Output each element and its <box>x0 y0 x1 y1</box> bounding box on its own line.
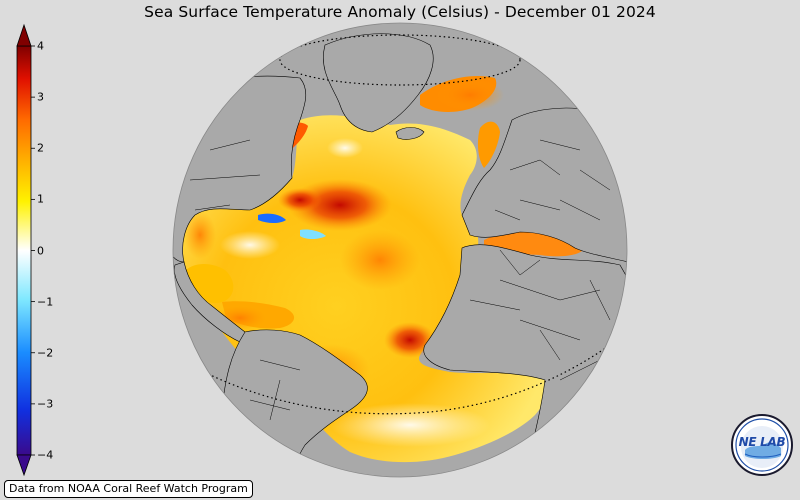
warm-anomaly-barents <box>436 79 504 111</box>
graticule-arctic-circle <box>279 34 521 86</box>
cold-anomaly-offshore <box>300 229 326 239</box>
colorbar-tick-label: −2 <box>37 346 54 360</box>
cool-anomaly-south-atlantic <box>330 403 490 447</box>
country-borders-north-america <box>189 139 261 211</box>
europe-land <box>461 107 627 266</box>
logo-wordmark: NE LAB <box>738 435 786 449</box>
country-borders-africa <box>469 249 611 381</box>
colorbar-tick-label: 0 <box>37 244 44 257</box>
warm-anomaly-mid-atlantic <box>340 230 420 290</box>
warm-anomaly-pacific-coast <box>184 211 216 259</box>
country-borders-south-america <box>239 359 301 451</box>
colorbar-tick-label: −4 <box>37 448 54 462</box>
hot-anomaly-gulf-of-guinea <box>384 322 436 358</box>
cold-anomaly-gulf-stream <box>258 213 286 223</box>
nealab-logo: NE LAB <box>731 414 793 476</box>
colorbar-body <box>16 45 32 456</box>
data-credit-box: Data from NOAA Coral Reef Watch Program <box>4 480 253 498</box>
cool-anomaly-labrador <box>327 138 363 158</box>
greenland-land <box>323 33 434 133</box>
country-borders-europe <box>494 139 611 221</box>
graticule-tropic-line <box>199 344 611 415</box>
colorbar-extend-min <box>16 454 32 477</box>
colorbar-ticks <box>31 45 35 456</box>
logo-emblem <box>731 414 793 476</box>
figure-title: Sea Surface Temperature Anomaly (Celsius… <box>144 3 656 21</box>
colorbar-tick-label: 1 <box>37 192 44 206</box>
globe-outline <box>172 22 628 478</box>
colorbar <box>16 23 35 477</box>
globe <box>172 22 628 478</box>
colorbar-extend-max <box>16 23 32 47</box>
colorbar-tick-label: −1 <box>37 295 54 309</box>
cool-anomaly-sargasso <box>220 231 280 259</box>
iceland-land <box>395 127 425 140</box>
colorbar-tick-label: 2 <box>37 141 44 155</box>
colorbar-tick-label: −3 <box>37 397 54 411</box>
baltic-sea <box>477 121 500 168</box>
colorbar-tick-label: 4 <box>37 39 44 53</box>
hot-anomaly-northeast-coast <box>278 188 322 212</box>
colorbar-tick-label: 3 <box>37 90 44 104</box>
